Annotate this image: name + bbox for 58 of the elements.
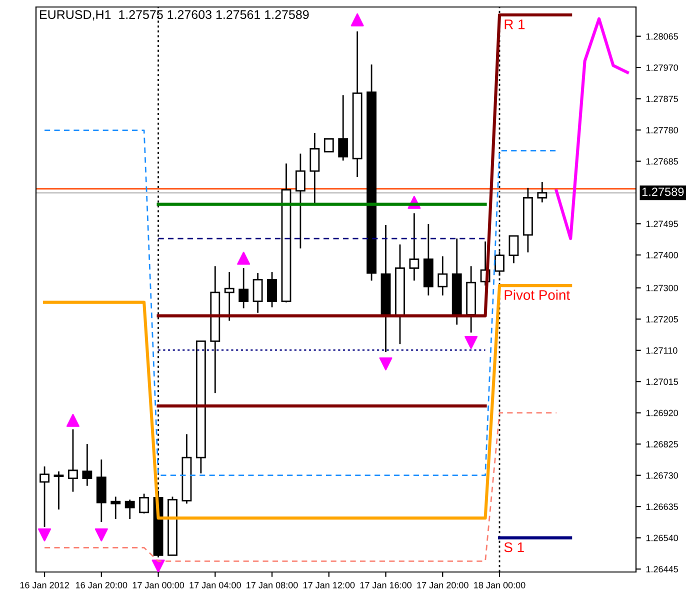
line-series <box>554 17 629 240</box>
candlestick <box>252 272 263 314</box>
x-tick-label: 17 Jan 16:00 <box>360 582 412 588</box>
y-tick-label: 1.26635 <box>646 504 678 510</box>
candlestick <box>124 498 135 520</box>
x-tick-label: 17 Jan 08:00 <box>246 582 298 588</box>
x-tick-label: 16 Jan 2012 <box>20 582 69 588</box>
y-tick-label: 1.26825 <box>646 441 678 448</box>
y-tick-label: 1.27110 <box>646 347 678 354</box>
y-tick-label: 1.27780 <box>646 126 678 134</box>
y-tick-label: 1.27400 <box>646 252 678 258</box>
point <box>350 13 364 26</box>
candlestick <box>139 493 150 514</box>
y-tick-label: 1.27970 <box>646 64 678 71</box>
y-tick-label: 1.26730 <box>646 472 678 479</box>
ref-line-label: 1.27589 <box>642 188 684 196</box>
point <box>464 336 478 349</box>
y-tick-label: 1.26445 <box>646 566 678 572</box>
candlestick <box>295 152 306 250</box>
candlestick <box>267 271 277 308</box>
series-label: S 1 <box>504 542 524 552</box>
x-tick-label: 17 Jan 20:00 <box>417 582 468 588</box>
candlestick <box>82 443 92 487</box>
x-tick-label: 17 Jan 00:00 <box>132 582 184 588</box>
candlestick <box>238 267 249 309</box>
y-tick-label: 1.27015 <box>646 378 678 385</box>
series-label: R 1 <box>504 20 525 30</box>
point <box>38 528 52 542</box>
point <box>237 252 250 265</box>
candlestick <box>508 235 519 264</box>
candlestick <box>110 496 121 520</box>
x-tick-label: 17 Jan 04:00 <box>190 582 241 588</box>
y-tick-label: 1.26920 <box>646 410 678 416</box>
candlestick <box>224 271 234 322</box>
series-label: Pivot Point <box>504 290 570 300</box>
point <box>379 357 392 370</box>
x-tick-label: 17 Jan 12:00 <box>303 582 355 588</box>
point <box>94 528 108 542</box>
y-tick-label: 1.27495 <box>646 220 678 228</box>
candlestick <box>68 428 78 492</box>
candlestick <box>310 132 320 204</box>
candlestick <box>537 181 548 204</box>
y-tick-label: 1.27205 <box>646 316 678 322</box>
y-tick-label: 1.27300 <box>646 284 678 292</box>
x-tick-label: 16 Jan 20:00 <box>76 582 128 588</box>
candlestick <box>438 256 448 296</box>
point <box>66 414 80 427</box>
candlestick <box>40 466 50 528</box>
candlestick <box>324 138 334 152</box>
y-tick-label: 1.28065 <box>646 33 678 40</box>
candlestick <box>409 212 420 282</box>
x-tick-label: 18 Jan 00:00 <box>474 582 526 588</box>
y-tick-label: 1.26540 <box>646 534 678 542</box>
candlestick <box>54 470 64 510</box>
candlestick <box>338 94 348 162</box>
y-tick-label: 1.27685 <box>646 158 678 165</box>
y-tick-label: 1.27875 <box>646 96 678 102</box>
chart-title: EURUSD,H1 1.27575 1.27603 1.27561 1.27589 <box>40 10 309 20</box>
